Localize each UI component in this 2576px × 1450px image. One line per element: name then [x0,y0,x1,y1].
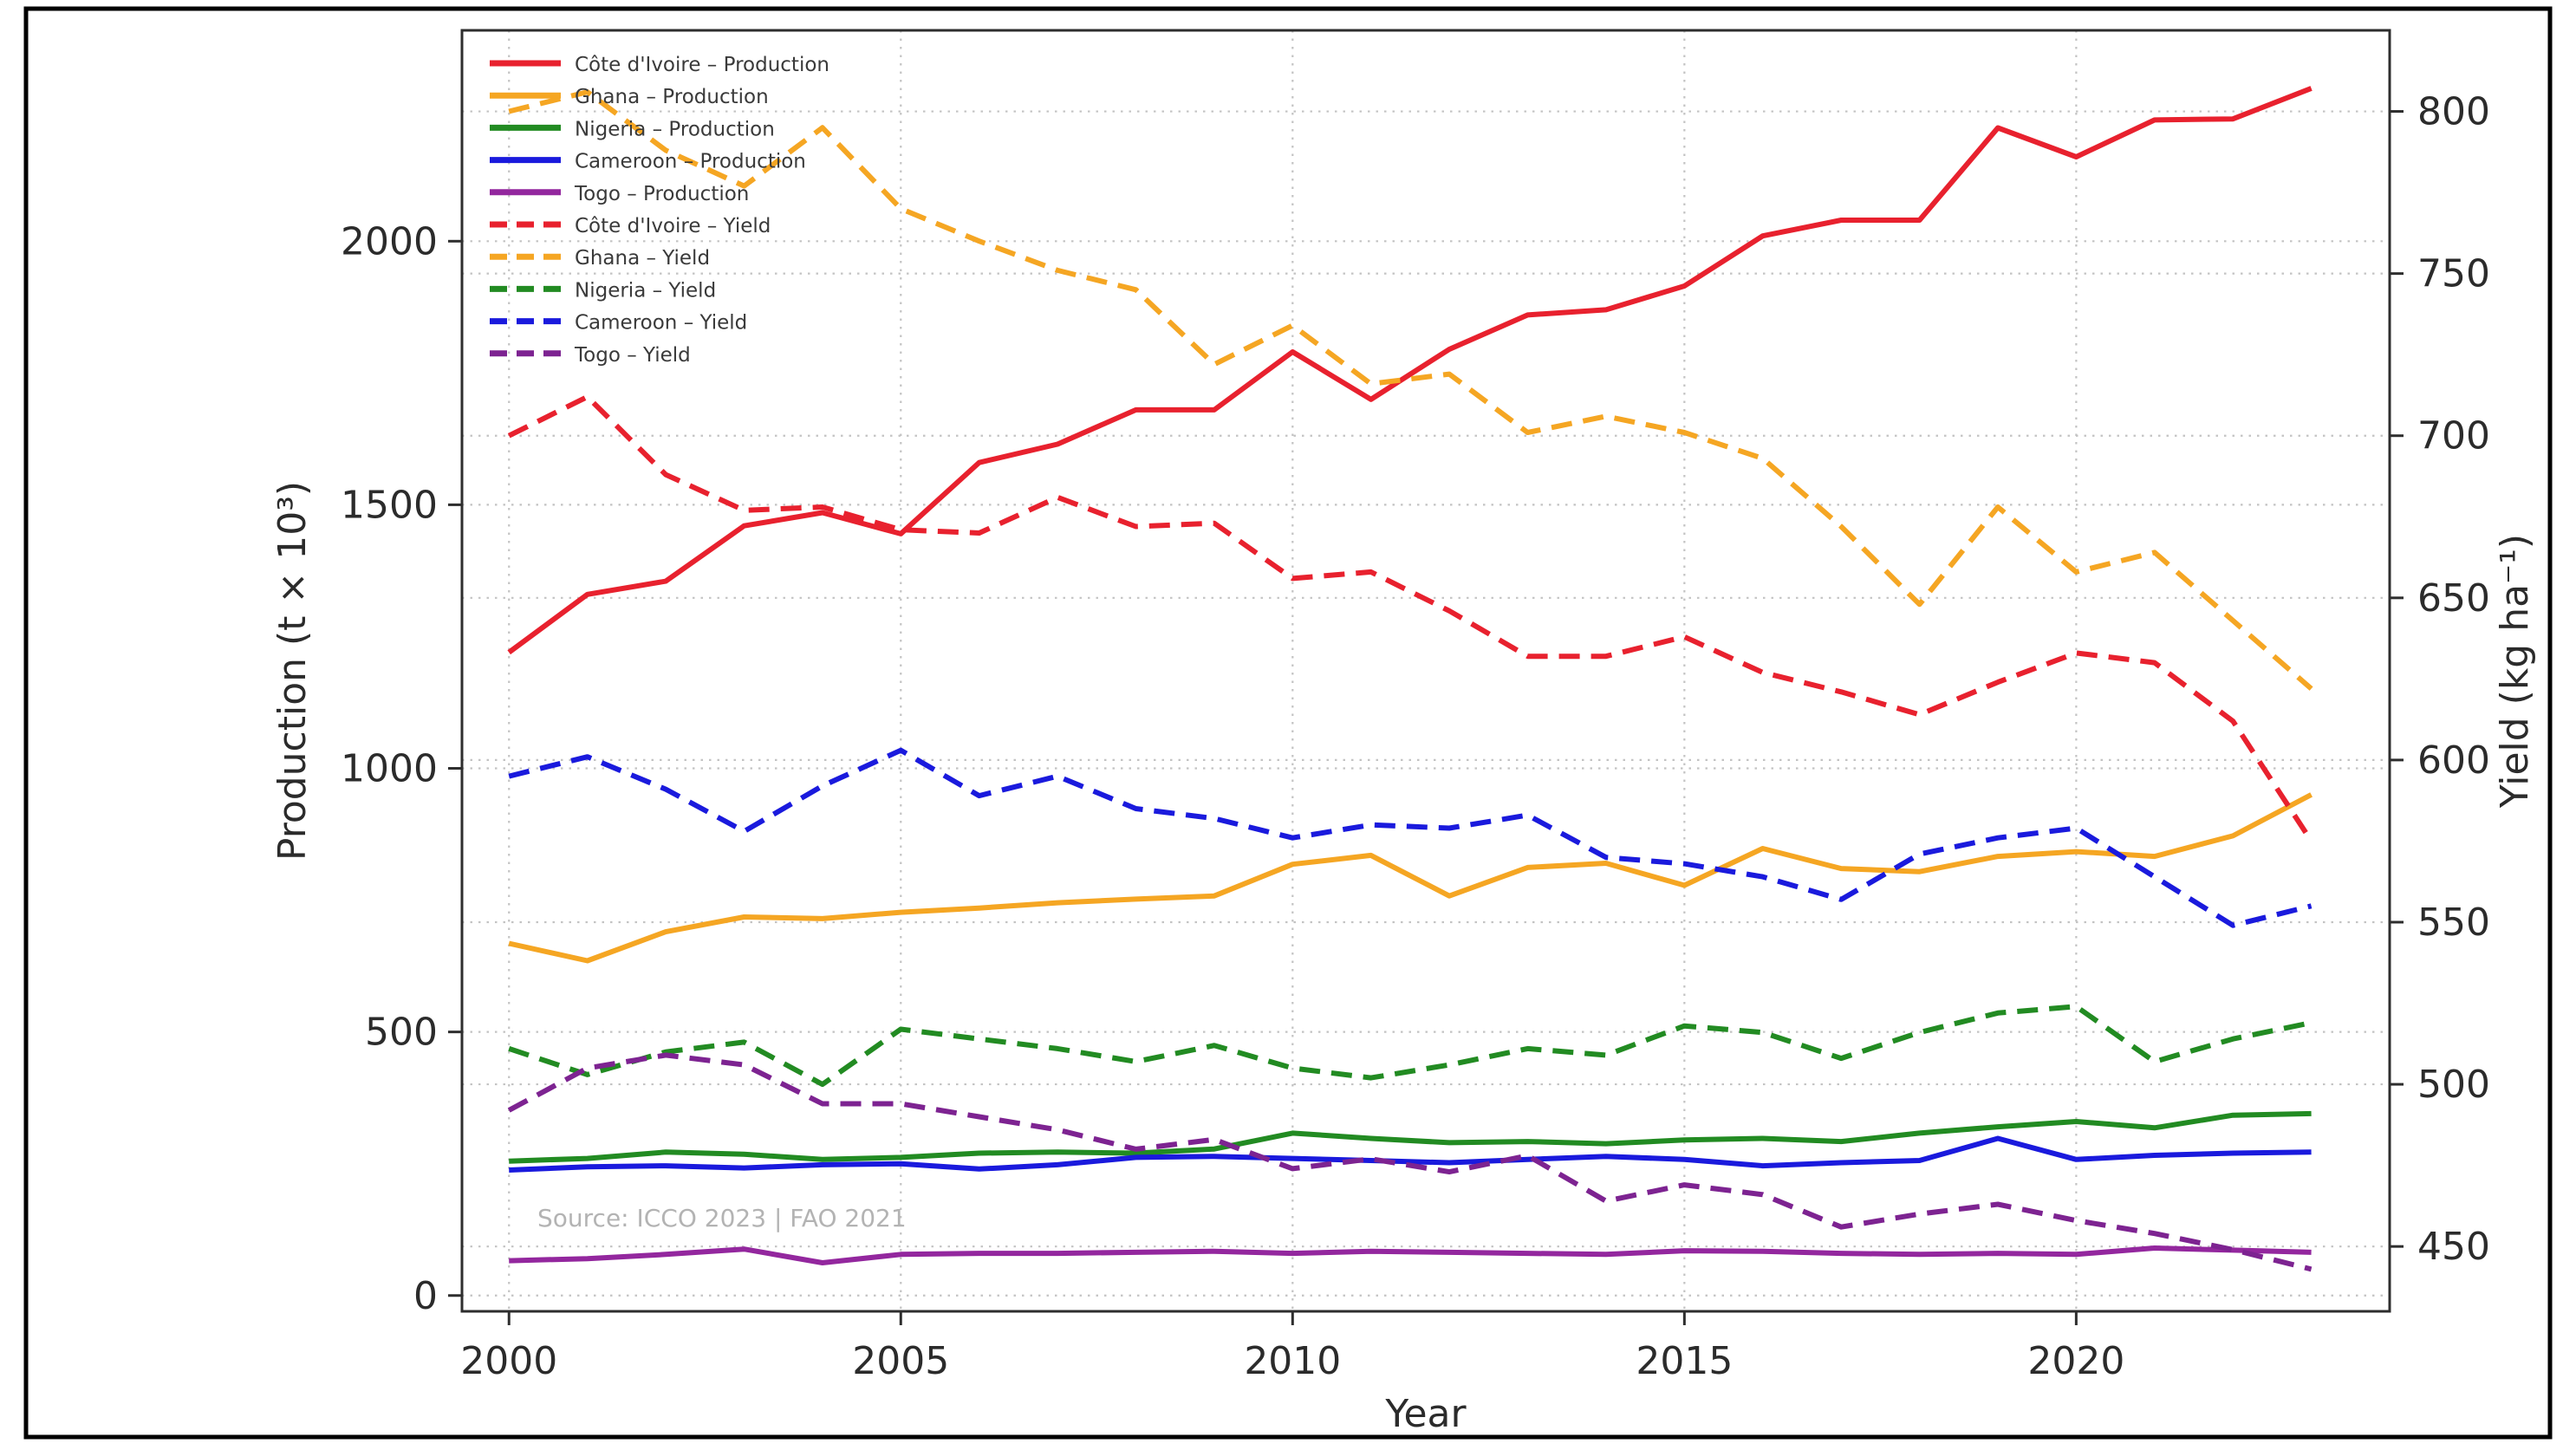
series-line-ghana-yield [508,89,2313,691]
y-tick-label-right: 600 [2417,738,2490,783]
series-line-cameroon-yield [508,747,2313,928]
legend-label: Ghana – Production [575,86,769,108]
legend-item-ghana-production: Ghana – Production [490,86,769,108]
y-tick-label-right: 450 [2417,1225,2490,1269]
figure-border [23,6,2553,1440]
legend-label: Nigeria – Yield [575,279,716,302]
y-tick-label-right: 500 [2417,1063,2490,1107]
legend-item-ghana-yield: Ghana – Yield [490,247,710,270]
legend-item-cameroon-yield: Cameroon – Yield [490,312,747,335]
series-line-c-te-divoire-production [507,86,2313,655]
legend-label: Côte d'Ivoire – Production [575,54,829,76]
legend-item-c-te-divoire-production: Côte d'Ivoire – Production [490,54,829,76]
series-line-togo-yield [507,1052,2313,1272]
series-line-ghana-production [508,792,2313,964]
y-tick-label-left: 1500 [341,483,438,527]
legend: Côte d'Ivoire – Production Ghana – Produc… [490,54,829,367]
y-tick-label-right: 750 [2417,252,2490,296]
gridlines [462,30,2390,1311]
x-axis-label: Year [1384,1392,1467,1436]
y-tick-label-left: 0 [413,1274,438,1318]
y-tick-label-left: 1000 [341,747,438,791]
legend-label: Cameroon – Yield [575,312,747,335]
plot-area [460,29,2391,1313]
axis-ticks: 2000 2005 2010 2015 2020 0 500 1000 1500 2000 450 5… [341,90,2490,1383]
legend-label: Togo – Yield [574,344,691,367]
y-tick-label-right: 650 [2417,576,2490,621]
series-line-cameroon-production [509,1135,2312,1173]
legend-item-togo-yield: Togo – Yield [490,344,691,367]
x-tick-label: 2005 [852,1339,949,1383]
legend-item-nigeria-production: Nigeria – Production [490,118,775,140]
legend-label: Togo – Production [574,183,749,205]
y-tick-label-left: 500 [365,1011,438,1055]
series-line-nigeria-yield [508,1004,2313,1088]
y-tick-label-left: 2000 [341,219,438,263]
legend-label: Côte d'Ivoire – Yield [575,215,771,237]
y-tick-label-right: 800 [2417,90,2490,134]
x-tick-label: 2015 [1636,1339,1733,1383]
series-line-togo-production [509,1245,2312,1265]
legend-item-nigeria-yield: Nigeria – Yield [490,279,716,302]
source-note: Source: ICCO 2023 | FAO 2021 [537,1204,907,1232]
x-tick-label: 2010 [1244,1339,1341,1383]
y-axis-label-left: Production (t × 10³) [270,481,315,861]
legend-label: Ghana – Yield [575,247,710,270]
legend-label: Cameroon – Production [575,151,806,173]
legend-item-togo-production: Togo – Production [490,183,749,205]
y-tick-label-right: 700 [2417,414,2490,458]
legend-item-cameroon-production: Cameroon – Production [490,151,806,173]
series-line-nigeria-production [509,1110,2312,1164]
legend-label: Nigeria – Production [575,118,775,140]
y-axis-label-right: Yield (kg ha⁻¹) [2493,534,2537,809]
legend-item-c-te-divoire-yield: Côte d'Ivoire – Yield [490,215,771,237]
y-tick-label-right: 550 [2417,901,2490,945]
series-line-c-te-divoire-yield [507,393,2314,843]
x-tick-label: 2000 [460,1339,557,1383]
series-lines [507,86,2314,1272]
x-tick-label: 2020 [2027,1339,2124,1383]
